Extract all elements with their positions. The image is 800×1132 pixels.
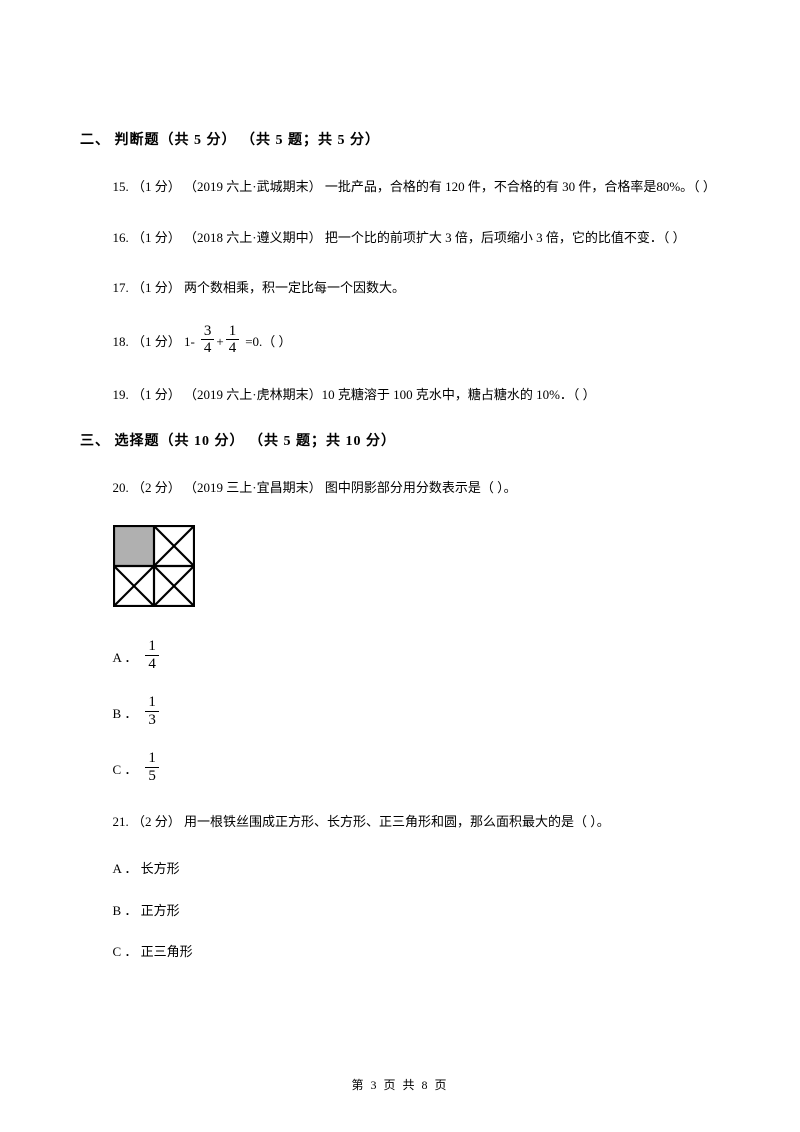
question-20: 20. （2 分） （2019 三上·宜昌期末） 图中阴影部分用分数表示是（ ）… [80,474,720,503]
q20-b-fraction: 1 3 [145,694,159,728]
q20-b-den: 3 [145,712,159,729]
q20-c-fraction: 1 5 [145,750,159,784]
q18-suffix: =0.（ ） [245,332,291,352]
q18-plus: + [216,332,223,352]
question-19: 19. （1 分） （2019 六上·虎林期末）10 克糖溶于 100 克水中，… [80,381,720,410]
q18-frac2-num: 1 [226,323,240,341]
q20-a-num: 1 [145,638,159,656]
q21-option-a: A ． 长方形 [80,859,720,879]
q18-frac1-den: 4 [201,340,215,357]
q21-option-b: B ． 正方形 [80,901,720,921]
q20-b-letter: B ． [113,704,138,724]
q20-option-c: C ． 1 5 [80,752,720,786]
question-17: 17. （1 分） 两个数相乘，积一定比每一个因数大。 [80,274,720,303]
q20-diagram [113,525,721,613]
q20-a-fraction: 1 4 [145,638,159,672]
question-15: 15. （1 分） （2019 六上·武城期末） 一批产品，合格的有 120 件… [80,173,720,202]
q20-b-num: 1 [145,694,159,712]
q20-option-b: B ． 1 3 [80,696,720,730]
q20-a-den: 4 [145,656,159,673]
page-footer: 第 3 页 共 8 页 [0,1076,800,1094]
question-21: 21. （2 分） 用一根铁丝围成正方形、长方形、正三角形和圆，那么面积最大的是… [80,808,720,837]
q18-frac1-num: 3 [201,323,215,341]
q20-c-letter: C ． [113,760,138,780]
question-16-text: 16. （1 分） （2018 六上·遵义期中） 把一个比的前项扩大 3 倍，后… [113,230,686,245]
section-3-heading: 三、 选择题（共 10 分） （共 5 题；共 10 分） [80,431,720,452]
q21-option-c: C ． 正三角形 [80,942,720,962]
q18-fraction-1: 3 4 [201,323,215,357]
q18-prefix: 18. （1 分） 1- [113,332,195,352]
q20-a-letter: A ． [113,648,138,668]
question-16: 16. （1 分） （2018 六上·遵义期中） 把一个比的前项扩大 3 倍，后… [80,224,720,253]
q20-c-den: 5 [145,768,159,785]
q18-frac2-den: 4 [226,340,240,357]
q18-fraction-2: 1 4 [226,323,240,357]
section-2-heading: 二、 判断题（共 5 分） （共 5 题；共 5 分） [80,130,720,151]
q20-option-a: A ． 1 4 [80,640,720,674]
q20-c-num: 1 [145,750,159,768]
question-18: 18. （1 分） 1- 3 4 + 1 4 =0.（ ） [80,325,720,359]
